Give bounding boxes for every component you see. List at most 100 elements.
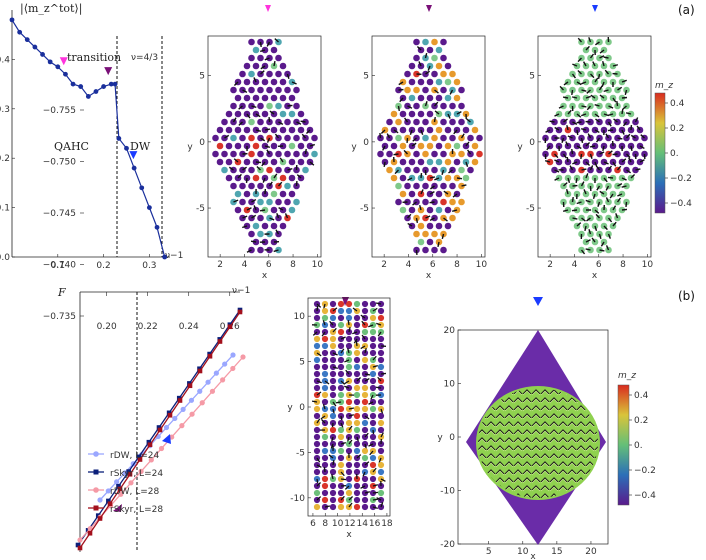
spin-arrow <box>576 222 582 227</box>
lattice-site <box>266 198 273 206</box>
lattice-site <box>270 158 278 166</box>
lattice-site <box>417 158 425 166</box>
colorbar-tick-label: −0.2 <box>670 174 692 184</box>
lattice-site <box>216 126 224 134</box>
spin-arrow <box>603 113 609 117</box>
spin-arrow <box>581 81 587 85</box>
lattice-site <box>243 94 251 102</box>
spin-arrow <box>559 85 565 91</box>
chevron-highlight <box>540 462 550 468</box>
lattice-site <box>337 503 345 511</box>
lattice-site <box>435 142 443 150</box>
lattice-site <box>369 377 377 385</box>
x-tick-label: 0.24 <box>179 322 199 332</box>
lattice-site <box>248 118 255 126</box>
data-point <box>207 353 213 359</box>
lattice-site <box>377 356 385 364</box>
lattice-site <box>426 158 434 166</box>
lattice-site <box>313 314 321 322</box>
spin-arrow <box>332 327 337 333</box>
lattice-site <box>297 110 305 118</box>
chevron <box>522 445 532 451</box>
spin-arrow <box>581 89 587 92</box>
chevron-highlight <box>486 486 496 492</box>
chevron <box>576 485 586 491</box>
spin-arrow <box>585 199 591 203</box>
lattice-site <box>248 166 255 174</box>
chevron-highlight <box>486 470 496 476</box>
x-tick-label: 0.20 <box>97 322 117 332</box>
spin-arrow <box>316 303 322 308</box>
spin-arrow <box>563 118 568 123</box>
spin-arrow <box>598 233 602 239</box>
lattice-site <box>361 503 369 511</box>
chevron-highlight <box>504 446 514 452</box>
chevron-highlight <box>486 446 496 452</box>
spin-arrow <box>246 113 251 119</box>
spin-arrow <box>380 408 384 414</box>
spin-arrow <box>368 401 374 405</box>
chevron <box>478 429 487 435</box>
lattice-site <box>321 384 329 392</box>
spin-arrow <box>233 158 239 163</box>
spin-arrow <box>324 505 331 508</box>
data-point <box>188 397 195 403</box>
data-point <box>77 537 83 543</box>
lattice-site <box>399 206 407 214</box>
chevron <box>558 437 568 443</box>
lattice-site <box>313 335 321 343</box>
chevron <box>576 421 586 427</box>
spin-arrow <box>260 137 266 142</box>
lattice-site <box>377 489 385 497</box>
lattice-site <box>329 482 337 490</box>
chevron-highlight <box>594 430 598 436</box>
data-point <box>118 491 124 497</box>
spin-arrow <box>368 443 374 447</box>
spin-arrow <box>340 471 345 477</box>
chevron <box>540 397 550 403</box>
lattice-site <box>444 174 452 182</box>
spin-arrow <box>599 151 605 155</box>
spin-arrow <box>571 148 574 155</box>
chevron <box>513 445 523 451</box>
lattice-site <box>395 182 402 190</box>
x-tick-label: 0.1 <box>51 261 65 271</box>
chevron <box>495 413 505 419</box>
chevron-highlight <box>478 446 487 452</box>
y-axis-label: y <box>287 403 293 413</box>
chevron-highlight <box>495 494 505 498</box>
chevron-highlight <box>522 486 532 492</box>
data-point <box>63 71 68 77</box>
lattice-site <box>431 134 438 142</box>
spin-arrow <box>340 478 347 481</box>
spin-arrow <box>634 117 639 123</box>
chevron <box>504 437 514 443</box>
lattice-site <box>444 206 452 214</box>
chevron <box>486 453 496 459</box>
lattice-site <box>476 150 483 158</box>
lattice-site <box>284 118 291 126</box>
lattice-site <box>337 405 345 413</box>
spin-arrow <box>562 96 569 99</box>
chevron <box>531 461 541 467</box>
chart-b-map-2: 5 10 15 20 -20 -10 0 10 20 x y <box>437 297 609 560</box>
spin-arrow <box>576 201 582 205</box>
lattice-site <box>386 150 393 158</box>
lattice-site <box>399 110 407 118</box>
lattice-site <box>353 356 361 364</box>
chevron-highlight <box>540 454 550 460</box>
spin-arrow <box>580 249 586 255</box>
spin-arrow <box>242 166 248 171</box>
data-point <box>187 381 192 386</box>
spin-arrow <box>372 484 379 487</box>
spin-arrow <box>356 436 360 442</box>
colorbar-label: m_z <box>655 81 673 91</box>
lattice-site <box>337 300 345 308</box>
lattice-site <box>225 126 233 134</box>
spin-arrow <box>309 161 315 166</box>
lattice-site <box>337 433 345 441</box>
lattice-site <box>422 86 429 94</box>
chevron <box>558 477 568 483</box>
y-axis-label: y <box>437 433 443 443</box>
lattice-site <box>390 142 398 150</box>
